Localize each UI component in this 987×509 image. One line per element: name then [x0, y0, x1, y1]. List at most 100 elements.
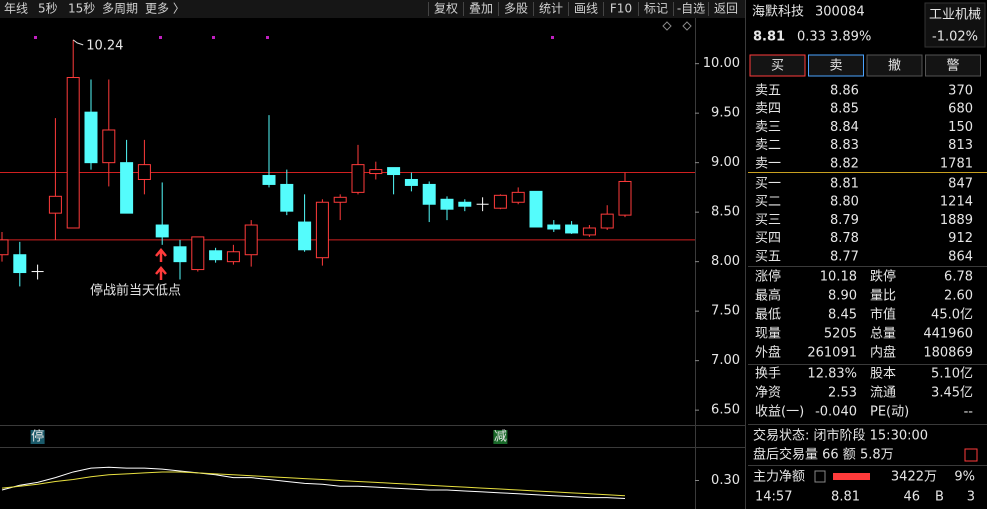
stat-value: 2.60 [944, 289, 973, 304]
decor [34, 36, 554, 39]
stat-value: 5205 [824, 327, 857, 342]
book-label: 卖二 [755, 138, 781, 153]
price-change-pct: 3.89% [830, 30, 871, 45]
book-price: 8.85 [830, 102, 859, 117]
max-pointer [72, 39, 84, 46]
stat-value: 8.45 [828, 308, 857, 323]
signal-dot [551, 36, 554, 39]
candle-body [191, 236, 205, 271]
toolbar-button[interactable]: 标记 [644, 2, 668, 16]
action-label: 卖 [829, 59, 842, 74]
flow-bar [833, 473, 870, 480]
tick-price: 8.81 [831, 490, 860, 505]
y-tick-label: 9.50 [711, 106, 740, 121]
stock-name: 海默科技 [752, 4, 804, 20]
y-tick-label: 7.00 [711, 353, 740, 368]
book-volume: 370 [948, 84, 973, 99]
toolbar-button[interactable]: 叠加 [469, 2, 493, 16]
signal-label: 停 [31, 429, 44, 445]
toolbar-button[interactable]: 画线 [574, 2, 598, 16]
stat-label: 量比 [870, 289, 896, 304]
toolbar-button[interactable]: 返回 [714, 2, 738, 16]
stat-value: 261091 [807, 346, 857, 361]
toolbar-tab[interactable]: 15秒 [68, 2, 95, 16]
indicator-line [1, 471, 626, 497]
stat-value: 441960 [923, 327, 973, 342]
action-button[interactable] [866, 54, 923, 77]
flow-pct: 9% [954, 470, 975, 485]
candle-body [13, 254, 27, 274]
tick-count: 3 [967, 490, 975, 505]
candle-body [369, 169, 383, 175]
toolbar-bg [0, 0, 745, 18]
action-button[interactable] [925, 54, 981, 77]
book-label: 卖四 [755, 102, 781, 117]
toolbar-tab[interactable]: 年线 [4, 2, 28, 16]
toolbar-button[interactable]: -自选 [677, 2, 705, 16]
book-label: 买四 [755, 231, 781, 246]
stat-label: 流通 [870, 386, 896, 401]
candle-body [404, 178, 418, 186]
action-label: 撤 [888, 58, 901, 74]
stat-value: -- [964, 405, 974, 420]
candle-body [565, 224, 579, 234]
indicator-line [1, 466, 626, 500]
toolbar-tab[interactable]: 更多 〉 [145, 2, 185, 16]
book-price: 8.84 [830, 120, 859, 135]
book-price: 8.83 [830, 138, 859, 153]
book-label: 买一 [755, 177, 781, 192]
book-label: 买二 [755, 195, 781, 210]
action-button[interactable] [808, 54, 864, 77]
tick-side: B [935, 490, 944, 505]
toolbar-tab[interactable]: 5秒 [38, 2, 58, 16]
signal-dot [34, 36, 37, 39]
quote-panel: 海默科技 300084 工业机械 -1.02% 8.81 0.33 3.89% 买 卖 撤 警卖五 8… [748, 2, 987, 505]
y-tick-label: 8.50 [711, 205, 740, 220]
trade-status: 交易状态: 闭市阶段 15:30:00 [753, 428, 928, 444]
stat-label: PE(动) [870, 405, 909, 420]
toolbar-button[interactable]: 复权 [434, 2, 458, 16]
stat-value: -0.040 [815, 405, 857, 420]
book-price: 8.86 [830, 84, 859, 99]
tick-volume: 46 [903, 490, 920, 505]
stat-label: 内盘 [870, 345, 896, 361]
signal-dot [266, 36, 269, 39]
toolbar-tab[interactable]: 多周期 [102, 2, 138, 16]
signal-box [30, 430, 45, 444]
candle-body [582, 227, 596, 236]
y-tick-label: 9.00 [711, 155, 740, 170]
candle-body [600, 213, 614, 229]
toolbar-button[interactable]: F10 [610, 2, 632, 16]
book-volume: 813 [948, 138, 973, 153]
candle-body [422, 183, 436, 205]
book-label: 卖一 [755, 156, 781, 171]
tool-icon[interactable] [662, 21, 692, 31]
candle-body [84, 111, 98, 164]
toolbar-button[interactable]: 统计 [539, 2, 563, 16]
signal-dot [212, 36, 215, 39]
candle-body [244, 224, 258, 256]
flow-value: 3422万 [891, 470, 937, 485]
stat-label: 外盘 [755, 345, 781, 361]
book-volume: 150 [948, 120, 973, 135]
book-price: 8.80 [830, 195, 859, 210]
chart-icon[interactable] [964, 448, 978, 462]
candle-body [351, 164, 365, 193]
y-tick-label: 10.00 [703, 56, 740, 71]
max-label: 10.24 [86, 38, 123, 53]
stock-code: 300084 [815, 5, 865, 20]
candle-body [173, 246, 187, 263]
toolbar-button[interactable]: 多股 [504, 2, 528, 16]
flow-label: 主力净额 [753, 470, 805, 485]
book-label: 买五 [755, 249, 781, 264]
stat-value: 12.83% [807, 367, 857, 382]
y-tick-label: 0.30 [711, 473, 740, 488]
action-button[interactable] [749, 54, 806, 77]
book-volume: 1214 [940, 195, 973, 210]
candle-body [387, 167, 401, 176]
book-price: 8.81 [830, 177, 859, 192]
flow-icon[interactable] [814, 470, 826, 483]
stat-label: 最低 [755, 308, 781, 323]
candle-body [48, 195, 62, 214]
